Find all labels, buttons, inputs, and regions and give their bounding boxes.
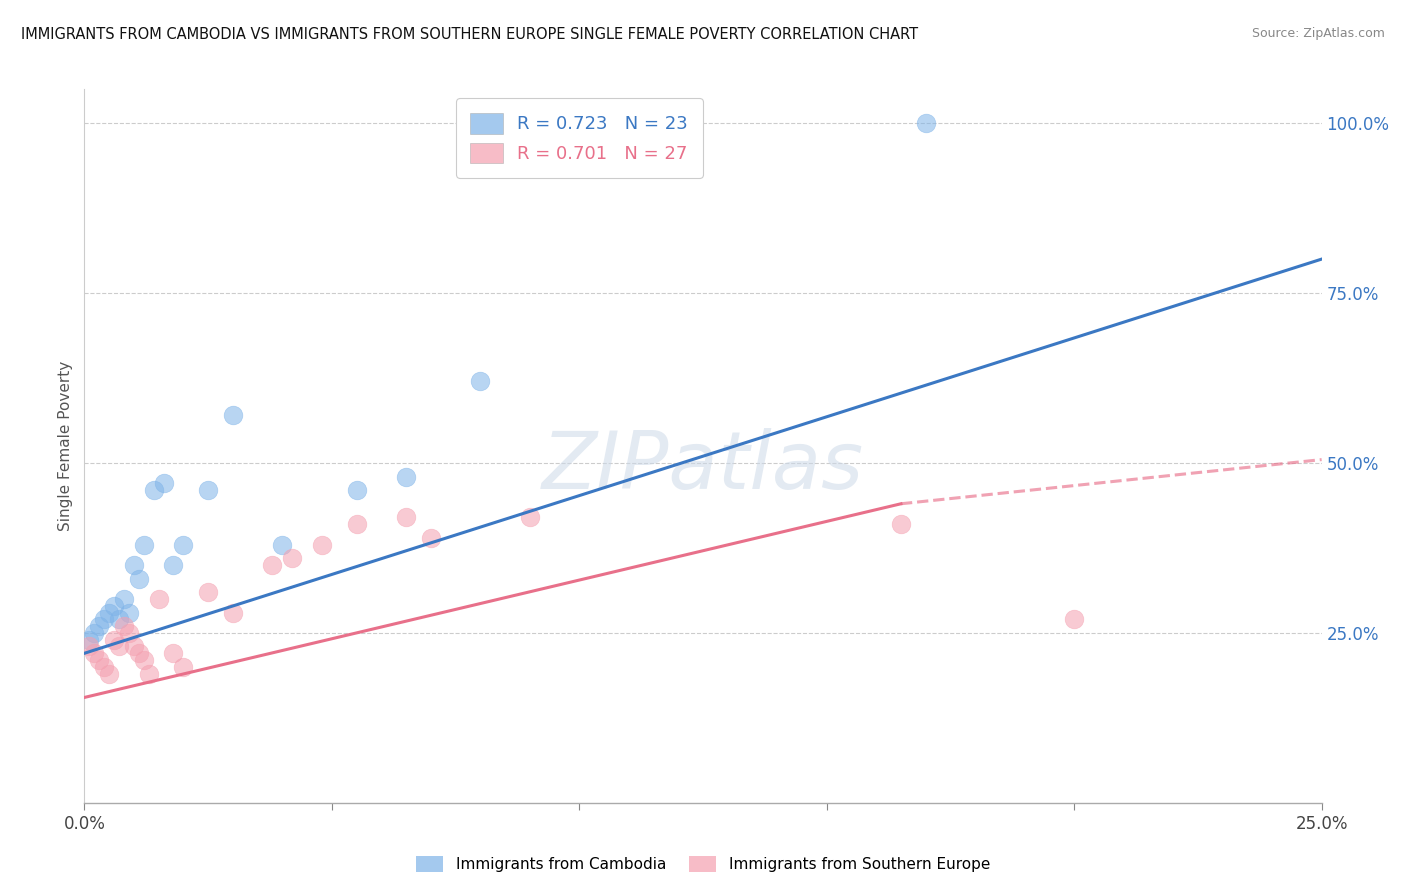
Point <box>118 606 141 620</box>
Point <box>83 646 105 660</box>
Point <box>108 640 131 654</box>
Point <box>79 640 101 654</box>
Point <box>138 666 160 681</box>
Point <box>103 632 125 647</box>
Point <box>395 510 418 524</box>
Point <box>112 619 135 633</box>
Legend: Immigrants from Cambodia, Immigrants from Southern Europe: Immigrants from Cambodia, Immigrants fro… <box>408 848 998 880</box>
Text: Source: ZipAtlas.com: Source: ZipAtlas.com <box>1251 27 1385 40</box>
Point <box>112 591 135 606</box>
Text: IMMIGRANTS FROM CAMBODIA VS IMMIGRANTS FROM SOUTHERN EUROPE SINGLE FEMALE POVERT: IMMIGRANTS FROM CAMBODIA VS IMMIGRANTS F… <box>21 27 918 42</box>
Point <box>128 572 150 586</box>
Point <box>89 653 111 667</box>
Point <box>98 666 121 681</box>
Point <box>222 409 245 423</box>
Point <box>162 646 184 660</box>
Point <box>148 591 170 606</box>
Point <box>132 653 155 667</box>
Point <box>132 537 155 551</box>
Text: ZIPatlas: ZIPatlas <box>541 428 865 507</box>
Point <box>222 606 245 620</box>
Point <box>83 626 105 640</box>
Point <box>914 116 936 130</box>
Point <box>128 646 150 660</box>
Legend: R = 0.723   N = 23, R = 0.701   N = 27: R = 0.723 N = 23, R = 0.701 N = 27 <box>456 98 703 178</box>
Point <box>89 619 111 633</box>
Point <box>98 606 121 620</box>
Point <box>1063 612 1085 626</box>
Point <box>271 537 294 551</box>
Point <box>103 599 125 613</box>
Point <box>142 483 165 498</box>
Point <box>197 483 219 498</box>
Point <box>346 483 368 498</box>
Point <box>281 551 304 566</box>
Point <box>118 626 141 640</box>
Y-axis label: Single Female Poverty: Single Female Poverty <box>58 361 73 531</box>
Point <box>172 660 194 674</box>
Point <box>93 660 115 674</box>
Point <box>311 537 333 551</box>
Point <box>419 531 441 545</box>
Point <box>346 517 368 532</box>
Point <box>108 612 131 626</box>
Point <box>395 469 418 483</box>
Point <box>519 510 541 524</box>
Point <box>470 375 492 389</box>
Point <box>262 558 284 572</box>
Point <box>122 558 145 572</box>
Point <box>162 558 184 572</box>
Point <box>197 585 219 599</box>
Point <box>152 476 174 491</box>
Point <box>79 632 101 647</box>
Point <box>93 612 115 626</box>
Point <box>890 517 912 532</box>
Point <box>122 640 145 654</box>
Point <box>172 537 194 551</box>
